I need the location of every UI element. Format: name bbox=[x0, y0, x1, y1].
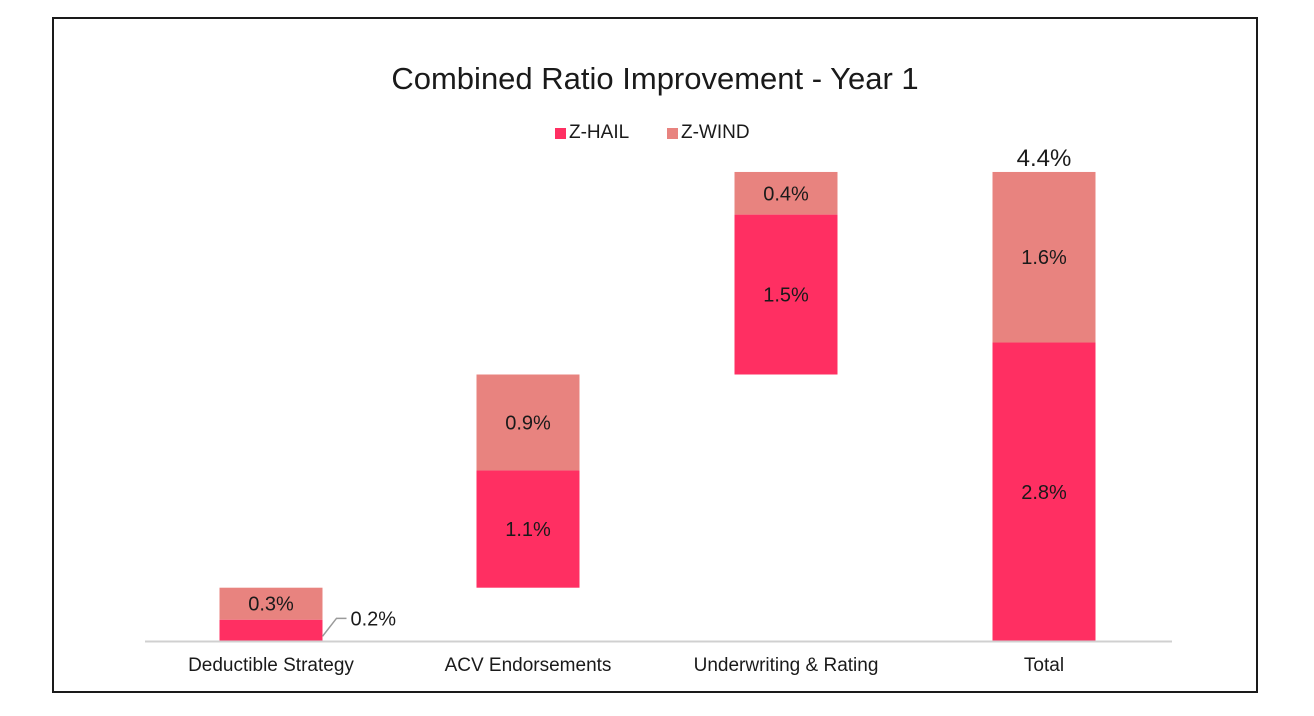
data-label-z-wind-total: 1.6% bbox=[1021, 247, 1067, 269]
data-label-z-hail-acv-endorsements: 1.1% bbox=[505, 519, 551, 541]
category-label-acv-endorsements: ACV Endorsements bbox=[445, 655, 612, 676]
legend-label-z-wind: Z-WIND bbox=[681, 122, 750, 143]
legend-swatch-z-hail bbox=[555, 128, 566, 139]
data-label-z-hail-underwriting-rating: 1.5% bbox=[763, 285, 809, 307]
chart-title: Combined Ratio Improvement - Year 1 bbox=[391, 61, 919, 96]
data-label-z-hail-deductible-strategy: 0.2% bbox=[351, 608, 397, 630]
data-label-z-wind-acv-endorsements: 0.9% bbox=[505, 412, 551, 434]
category-label-deductible-strategy: Deductible Strategy bbox=[188, 655, 354, 676]
bar-z-hail-acv-endorsements bbox=[476, 470, 580, 588]
legend-label-z-hail: Z-HAIL bbox=[569, 122, 629, 143]
total-label: 4.4% bbox=[1017, 145, 1072, 172]
bar-z-wind-deductible-strategy bbox=[219, 587, 323, 620]
category-label-total: Total bbox=[1024, 655, 1064, 676]
data-label-z-hail-total: 2.8% bbox=[1021, 482, 1067, 504]
bar-z-wind-acv-endorsements bbox=[476, 374, 580, 471]
bar-z-hail-total bbox=[992, 342, 1096, 641]
bar-z-hail-underwriting-rating bbox=[734, 214, 838, 375]
category-label-underwriting-rating: Underwriting & Rating bbox=[694, 655, 879, 676]
bar-z-wind-underwriting-rating bbox=[734, 171, 838, 215]
bar-z-hail-deductible-strategy bbox=[219, 619, 323, 641]
bar-z-wind-total bbox=[992, 171, 1096, 343]
data-label-z-wind-underwriting-rating: 0.4% bbox=[763, 183, 809, 205]
legend-swatch-z-wind bbox=[667, 128, 678, 139]
leader-line-z-hail-deductible-strategy bbox=[321, 617, 347, 637]
data-label-z-wind-deductible-strategy: 0.3% bbox=[248, 594, 294, 616]
